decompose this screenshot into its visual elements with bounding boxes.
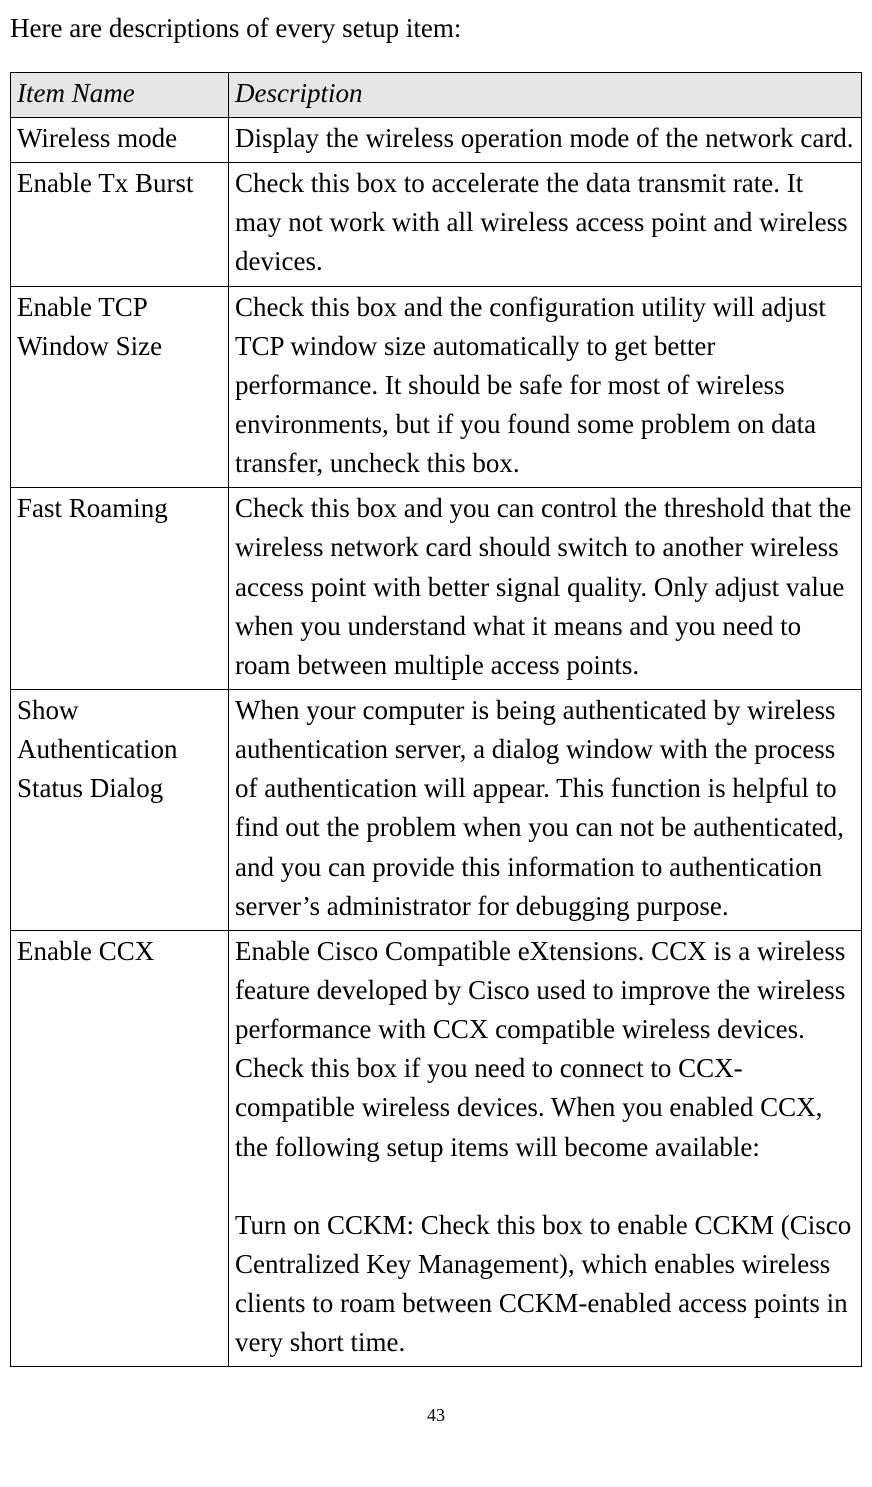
table-header-row: Item Name Description [11, 72, 862, 117]
col-header-description: Description [229, 72, 862, 117]
item-name-cell: Wireless mode [11, 117, 229, 162]
desc-paragraph: Display the wireless operation mode of t… [235, 119, 855, 158]
desc-paragraph: Turn on CCKM: Check this box to enable C… [235, 1206, 855, 1363]
desc-paragraph: Check this box to accelerate the data tr… [235, 164, 855, 281]
table-row: Enable CCX Enable Cisco Compatible eXten… [11, 930, 862, 1367]
item-name-cell: Enable Tx Burst [11, 163, 229, 286]
table-row: Enable Tx Burst Check this box to accele… [11, 163, 862, 286]
item-desc-cell: Display the wireless operation mode of t… [229, 117, 862, 162]
item-desc-cell: Check this box to accelerate the data tr… [229, 163, 862, 286]
desc-paragraph: Enable Cisco Compatible eXtensions. CCX … [235, 932, 855, 1167]
setup-table: Item Name Description Wireless mode Disp… [10, 72, 862, 1368]
item-desc-cell: Enable Cisco Compatible eXtensions. CCX … [229, 930, 862, 1367]
desc-paragraph: When your computer is being authenticate… [235, 691, 855, 926]
col-header-item-name: Item Name [11, 72, 229, 117]
item-name-cell: Show Authentication Status Dialog [11, 689, 229, 930]
desc-paragraph: Check this box and the configuration uti… [235, 288, 855, 484]
item-desc-cell: Check this box and the configuration uti… [229, 286, 862, 488]
page-number: 43 [10, 1405, 862, 1426]
intro-text: Here are descriptions of every setup ite… [10, 8, 862, 50]
item-desc-cell: When your computer is being authenticate… [229, 689, 862, 930]
item-name-cell: Fast Roaming [11, 488, 229, 690]
table-row: Enable TCP Window Size Check this box an… [11, 286, 862, 488]
item-name-cell: Enable CCX [11, 930, 229, 1367]
table-row: Wireless mode Display the wireless opera… [11, 117, 862, 162]
desc-paragraph: Check this box and you can control the t… [235, 489, 855, 685]
item-name-cell: Enable TCP Window Size [11, 286, 229, 488]
item-desc-cell: Check this box and you can control the t… [229, 488, 862, 690]
table-row: Show Authentication Status Dialog When y… [11, 689, 862, 930]
document-page: Here are descriptions of every setup ite… [0, 0, 872, 1466]
table-row: Fast Roaming Check this box and you can … [11, 488, 862, 690]
